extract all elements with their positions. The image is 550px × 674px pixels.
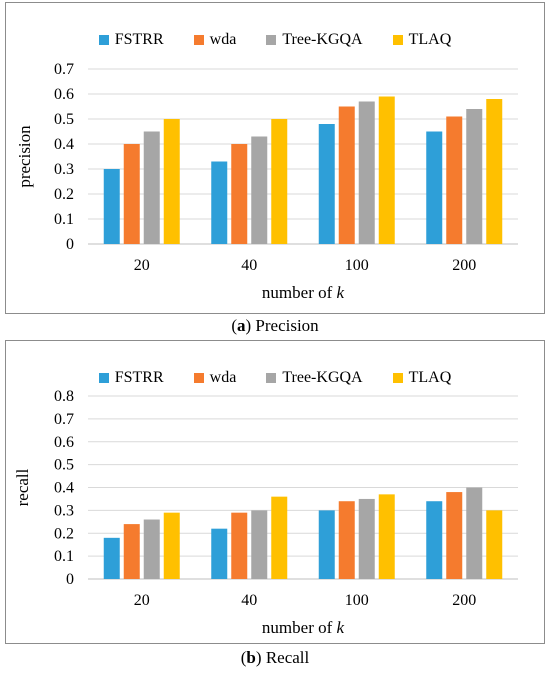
recall-bar-tlaq-40 — [271, 496, 288, 579]
recall-legend-swatch-3 — [392, 373, 403, 383]
recall-bar-tlaq-20 — [163, 512, 180, 579]
recall-ytick-7: 0.7 — [54, 411, 74, 428]
recall-bar-tree-kgqa-200 — [466, 487, 483, 579]
recall-chart-svg: 0 0.1 0.2 0.3 0.4 0.5 0.6 0.7 0.8 20 40 100 200 numbe… — [13, 388, 518, 637]
precision-ytick-6: 0.6 — [54, 86, 74, 103]
recall-ytick-8: 0.8 — [54, 388, 74, 405]
precision-legend-item-3: TLAQ — [392, 31, 452, 49]
recall-legend-swatch-2 — [266, 373, 277, 383]
precision-ylabel: precision — [15, 125, 34, 188]
recall-ylabel: recall — [13, 468, 32, 506]
recall-ytick-1: 0.1 — [54, 548, 74, 565]
precision-bar-tree-kgqa-200 — [466, 109, 483, 244]
recall-bar-fstrr-40 — [211, 528, 228, 579]
recall-legend-label-2: Tree-KGQA — [282, 369, 363, 386]
precision-bar-tree-kgqa-100 — [358, 101, 375, 244]
precision-caption-text: Precision — [255, 316, 319, 335]
recall-ytick-3: 0.3 — [54, 502, 74, 519]
recall-ytick-5: 0.5 — [54, 457, 74, 474]
recall-xtick-3: 200 — [452, 592, 476, 609]
precision-bar-wda-40 — [231, 144, 248, 244]
precision-legend-label-1: wda — [209, 31, 237, 48]
precision-bar-fstrr-100 — [318, 124, 335, 244]
precision-xlabel: number of k — [262, 283, 345, 302]
precision-legend: FSTRR wda Tree-KGQA TLAQ — [6, 31, 544, 49]
recall-legend: FSTRR wda Tree-KGQA TLAQ — [6, 369, 544, 387]
recall-legend-item-0: FSTRR — [98, 369, 164, 387]
precision-legend-item-1: wda — [193, 31, 237, 49]
precision-ytick-3: 0.3 — [54, 161, 74, 178]
recall-xtick-1: 40 — [241, 592, 257, 609]
recall-legend-label-1: wda — [209, 369, 237, 386]
precision-bar-tree-kgqa-40 — [251, 136, 268, 244]
precision-bar-wda-200 — [446, 116, 463, 244]
recall-bar-tlaq-200 — [486, 510, 503, 579]
precision-legend-item-0: FSTRR — [98, 31, 164, 49]
recall-bar-wda-100 — [338, 501, 355, 579]
precision-legend-label-2: Tree-KGQA — [282, 31, 363, 48]
recall-bar-fstrr-200 — [426, 501, 443, 579]
precision-xtick-1: 40 — [241, 257, 257, 274]
recall-bar-tree-kgqa-20 — [143, 519, 160, 579]
precision-legend-swatch-1 — [193, 35, 204, 45]
recall-caption-letter: b — [246, 648, 256, 667]
precision-chart-panel: FSTRR wda Tree-KGQA TLAQ 0 0.1 0.2 0.3 0.4 0.5 0.… — [5, 2, 545, 314]
recall-caption-text: Recall — [265, 648, 310, 667]
recall-legend-swatch-1 — [193, 373, 204, 383]
precision-legend-label-0: FSTRR — [114, 31, 164, 48]
recall-bar-wda-200 — [446, 492, 463, 579]
precision-ytick-2: 0.2 — [54, 186, 74, 203]
recall-chart-panel: FSTRR wda Tree-KGQA TLAQ 0 0.1 0.2 0.3 0.4 0.5 0.… — [5, 340, 545, 644]
precision-chart-svg: 0 0.1 0.2 0.3 0.4 0.5 0.6 0.7 20 40 100 200 number o… — [15, 61, 518, 302]
precision-ytick-5: 0.5 — [54, 111, 74, 128]
recall-ytick-0: 0 — [66, 571, 74, 588]
precision-xtick-2: 100 — [345, 257, 369, 274]
precision-bar-fstrr-40 — [211, 161, 228, 244]
precision-bar-tlaq-20 — [163, 119, 180, 244]
recall-xlabel: number of k — [262, 618, 345, 637]
recall-xtick-2: 100 — [345, 592, 369, 609]
recall-bar-tree-kgqa-40 — [251, 510, 268, 579]
recall-caption: (b) Recall — [240, 648, 310, 667]
precision-legend-label-3: TLAQ — [408, 31, 452, 48]
recall-legend-item-2: Tree-KGQA — [266, 369, 363, 387]
precision-legend-swatch-0 — [98, 35, 109, 45]
precision-ytick-7: 0.7 — [54, 61, 74, 78]
precision-bar-fstrr-20 — [103, 169, 120, 244]
precision-ytick-1: 0.1 — [54, 211, 74, 228]
recall-legend-swatch-0 — [98, 373, 109, 383]
precision-legend-swatch-2 — [266, 35, 277, 45]
precision-bar-wda-20 — [123, 144, 140, 244]
precision-ytick-4: 0.4 — [54, 136, 74, 153]
recall-xtick-0: 20 — [134, 592, 150, 609]
recall-legend-label-0: FSTRR — [114, 369, 164, 386]
precision-bar-tree-kgqa-20 — [143, 131, 160, 244]
recall-bar-tree-kgqa-100 — [358, 498, 375, 579]
precision-xtick-3: 200 — [452, 257, 476, 274]
precision-caption: (a) Precision — [231, 316, 319, 335]
precision-legend-item-2: Tree-KGQA — [266, 31, 363, 49]
recall-bar-fstrr-100 — [318, 510, 335, 579]
recall-legend-item-3: TLAQ — [392, 369, 452, 387]
precision-xtick-0: 20 — [134, 257, 150, 274]
recall-legend-label-3: TLAQ — [408, 369, 452, 386]
precision-ytick-0: 0 — [66, 236, 74, 253]
precision-bar-tlaq-100 — [378, 96, 395, 244]
precision-bar-fstrr-200 — [426, 131, 443, 244]
precision-bar-tlaq-40 — [271, 119, 288, 244]
recall-ytick-4: 0.4 — [54, 480, 74, 497]
recall-bar-wda-20 — [123, 524, 140, 579]
precision-bar-wda-100 — [338, 106, 355, 244]
recall-bar-fstrr-20 — [103, 537, 120, 579]
precision-bar-tlaq-200 — [486, 99, 503, 244]
recall-ytick-2: 0.2 — [54, 525, 74, 542]
recall-bar-wda-40 — [231, 512, 248, 579]
recall-ytick-6: 0.6 — [54, 434, 74, 451]
precision-legend-swatch-3 — [392, 35, 403, 45]
recall-legend-item-1: wda — [193, 369, 237, 387]
recall-bar-tlaq-100 — [378, 494, 395, 579]
precision-caption-letter: a — [236, 316, 246, 335]
